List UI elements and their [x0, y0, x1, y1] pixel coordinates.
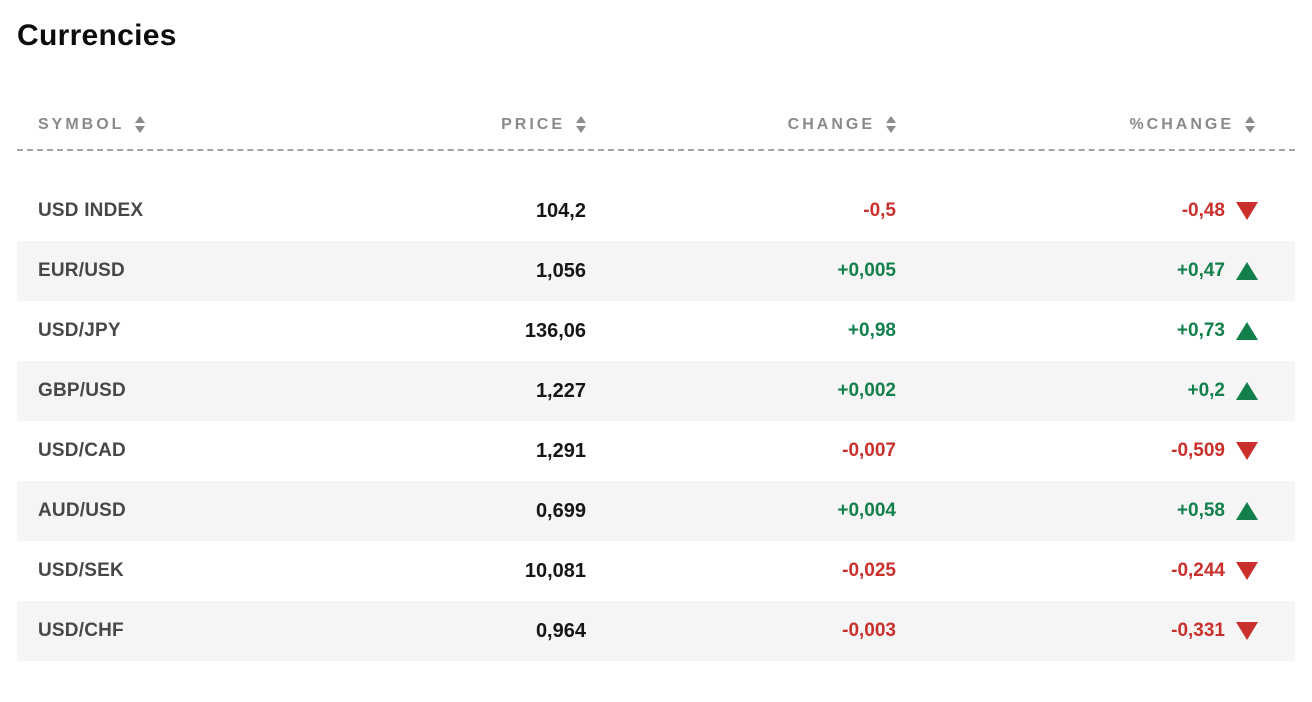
sort-arrows-icon: [1245, 116, 1255, 133]
price-cell: 104,2: [535, 199, 586, 222]
pct-change-value: +0,73: [1176, 320, 1225, 341]
table-row[interactable]: USD/CAD 1,291 -0,007 -0,509: [17, 421, 1295, 481]
table-body: USD INDEX 104,2 -0,5 -0,48 EUR/USD 1,056…: [17, 181, 1295, 661]
symbol-cell[interactable]: EUR/USD: [38, 260, 125, 281]
table-row[interactable]: USD INDEX 104,2 -0,5 -0,48: [17, 181, 1295, 241]
column-header-price-label: PRICE: [501, 115, 565, 133]
pct-change-cell: -0,331: [896, 620, 1279, 642]
pct-change-cell: -0,509: [896, 440, 1279, 462]
symbol-cell[interactable]: USD/CAD: [38, 440, 126, 461]
table-row[interactable]: AUD/USD 0,699 +0,004 +0,58: [17, 481, 1295, 541]
column-header-symbol-label: SYMBOL: [38, 115, 125, 133]
table-header: SYMBOL PRICE CHANGE %CHANGE: [17, 109, 1295, 151]
pct-change-cell: -0,48: [896, 200, 1279, 222]
pct-change-value: +0,58: [1176, 500, 1225, 521]
symbol-cell[interactable]: USD INDEX: [38, 200, 144, 221]
price-cell: 10,081: [524, 559, 586, 582]
price-cell: 136,06: [524, 319, 586, 342]
table-row[interactable]: USD/SEK 10,081 -0,025 -0,244: [17, 541, 1295, 601]
column-header-symbol[interactable]: SYMBOL: [17, 116, 317, 134]
page-title: Currencies: [17, 19, 177, 52]
price-cell: 0,964: [535, 619, 586, 642]
change-cell: +0,005: [837, 260, 896, 281]
pct-change-value: -0,331: [1171, 620, 1225, 641]
pct-change-value: -0,509: [1171, 440, 1225, 461]
change-cell: -0,003: [842, 620, 896, 641]
down-triangle-icon: [1236, 622, 1258, 640]
pct-change-value: -0,244: [1171, 560, 1225, 581]
change-cell: -0,5: [863, 200, 896, 221]
change-cell: +0,98: [847, 320, 896, 341]
column-header-change[interactable]: CHANGE: [586, 116, 896, 134]
price-cell: 1,227: [535, 379, 586, 402]
table-row[interactable]: USD/CHF 0,964 -0,003 -0,331: [17, 601, 1295, 661]
change-cell: -0,025: [842, 560, 896, 581]
pct-change-value: +0,2: [1187, 380, 1225, 401]
table-row[interactable]: EUR/USD 1,056 +0,005 +0,47: [17, 241, 1295, 301]
up-triangle-icon: [1236, 262, 1258, 280]
up-triangle-icon: [1236, 382, 1258, 400]
column-header-price[interactable]: PRICE: [317, 116, 586, 134]
pct-change-cell: -0,244: [896, 560, 1279, 582]
pct-change-cell: +0,47: [896, 260, 1279, 282]
down-triangle-icon: [1236, 202, 1258, 220]
sort-arrows-icon: [135, 116, 146, 133]
pct-change-cell: +0,73: [896, 320, 1279, 342]
sort-arrows-icon: [886, 116, 896, 133]
table-row[interactable]: USD/JPY 136,06 +0,98 +0,73: [17, 301, 1295, 361]
pct-change-value: -0,48: [1181, 200, 1225, 221]
symbol-cell[interactable]: USD/SEK: [38, 560, 124, 581]
symbol-cell[interactable]: USD/CHF: [38, 620, 124, 641]
up-triangle-icon: [1236, 322, 1258, 340]
price-cell: 1,056: [535, 259, 586, 282]
symbol-cell[interactable]: USD/JPY: [38, 320, 121, 341]
change-cell: +0,002: [837, 380, 896, 401]
up-triangle-icon: [1236, 502, 1258, 520]
pct-change-value: +0,47: [1176, 260, 1225, 281]
sort-arrows-icon: [576, 116, 586, 133]
down-triangle-icon: [1236, 442, 1258, 460]
pct-change-cell: +0,2: [896, 380, 1279, 402]
price-cell: 0,699: [535, 499, 586, 522]
currencies-widget: Currencies SYMBOL PRICE CHANGE %CHANGE U…: [0, 17, 1312, 661]
column-header-pct-change-label: %CHANGE: [1129, 115, 1234, 133]
change-cell: +0,004: [837, 500, 896, 521]
symbol-cell[interactable]: GBP/USD: [38, 380, 126, 401]
change-cell: -0,007: [842, 440, 896, 461]
pct-change-cell: +0,58: [896, 500, 1279, 522]
table-row[interactable]: GBP/USD 1,227 +0,002 +0,2: [17, 361, 1295, 421]
symbol-cell[interactable]: AUD/USD: [38, 500, 126, 521]
price-cell: 1,291: [535, 439, 586, 462]
column-header-pct-change[interactable]: %CHANGE: [896, 116, 1279, 134]
column-header-change-label: CHANGE: [787, 115, 875, 133]
down-triangle-icon: [1236, 562, 1258, 580]
